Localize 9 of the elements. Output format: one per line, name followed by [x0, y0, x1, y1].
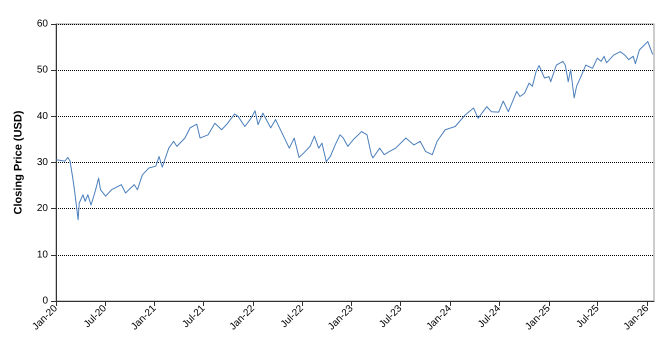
y-tick-label: 10 — [36, 249, 48, 260]
y-tick-label: 30 — [36, 157, 48, 168]
y-tick-label: 20 — [36, 203, 48, 214]
y-tick-label: 40 — [36, 110, 48, 122]
y-tick-label: 60 — [36, 18, 48, 30]
y-tick-label: 0 — [42, 296, 48, 306]
line-series — [56, 41, 654, 220]
y-tick-label: 50 — [36, 64, 48, 76]
y-axis-title: Closing Price (USD) — [12, 110, 24, 214]
